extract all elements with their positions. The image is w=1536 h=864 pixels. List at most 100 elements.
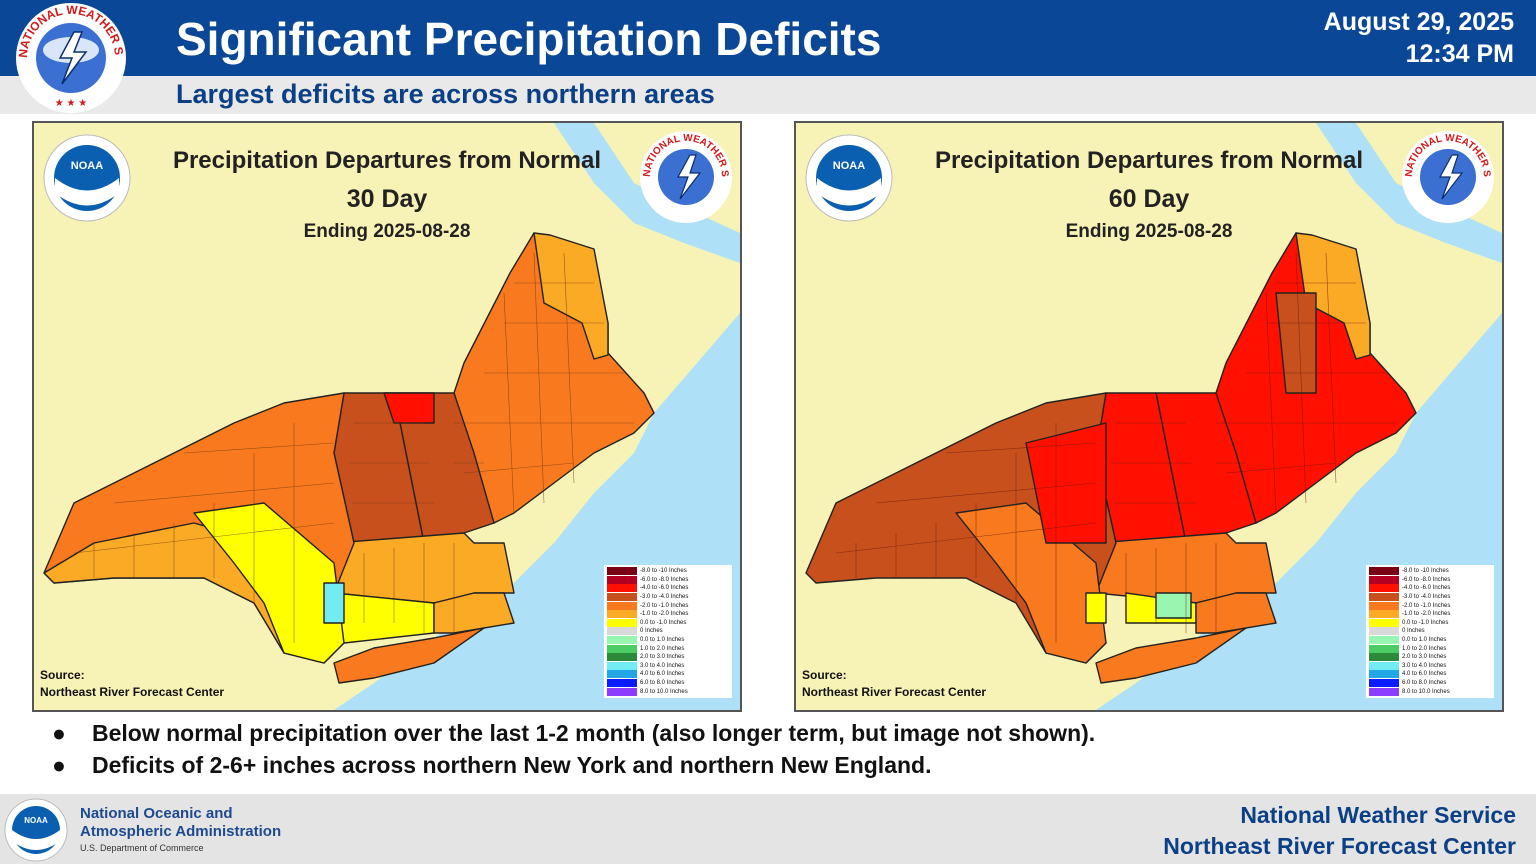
legend-label: 6.0 to 8.0 Inches	[640, 680, 685, 687]
legend-swatch	[607, 679, 637, 688]
bullet-dot-icon: ●	[52, 720, 66, 746]
map-source-name: Northeast River Forecast Center	[40, 685, 225, 699]
legend-entry: 3.0 to 4.0 Inches	[604, 661, 732, 671]
legend-label: 8.0 to 10.0 Inches	[640, 688, 688, 695]
map-period: 60 Day	[1108, 185, 1190, 213]
legend-swatch	[607, 618, 637, 627]
legend-label: -4.0 to -6.0 Inches	[1402, 585, 1451, 592]
legend-label: 1.0 to 2.0 Inches	[1402, 645, 1447, 652]
noaa-footer-logo-text: NOAA	[24, 816, 48, 825]
legend-swatch	[1369, 584, 1399, 593]
legend-entry: -6.0 to -8.0 Inches	[604, 575, 732, 585]
date-time: August 29, 2025 12:34 PM	[1324, 6, 1514, 70]
legend-label: -6.0 to -8.0 Inches	[640, 576, 689, 583]
svg-text:★ ★ ★: ★ ★ ★	[55, 98, 87, 109]
legend-swatch	[607, 610, 637, 619]
legend-entry: 4.0 to 6.0 Inches	[604, 670, 732, 679]
legend-entry: 8.0 to 10.0 Inches	[604, 687, 732, 696]
legend-swatch	[607, 575, 637, 584]
org-line-1: National Weather Service	[1240, 802, 1516, 828]
legend-swatch	[1369, 661, 1399, 670]
legend-entry: -1.0 to -2.0 Inches	[1366, 610, 1494, 619]
legend-swatch	[1369, 575, 1399, 584]
legend-swatch	[607, 627, 637, 636]
legend-label: 4.0 to 6.0 Inches	[1402, 671, 1447, 678]
legend-label: -2.0 to -1.0 Inches	[1402, 602, 1451, 609]
legend-swatch	[1369, 687, 1399, 696]
subtitle-bar	[0, 76, 1536, 114]
legend-label: 0 Inches	[1402, 628, 1425, 635]
legend-entry: -8.0 to -10 Inches	[604, 567, 732, 576]
map-title: Precipitation Departures from Normal	[934, 147, 1364, 174]
map-period: 30 Day	[346, 185, 428, 213]
legend-swatch	[1369, 593, 1399, 602]
map-ending: Ending 2025-08-28	[1065, 221, 1233, 242]
legend-label: -3.0 to -4.0 Inches	[1402, 594, 1451, 601]
legend-entry: 0.0 to 1.0 Inches	[604, 636, 732, 645]
legend-swatch	[1369, 601, 1399, 610]
legend-entry: -4.0 to -6.0 Inches	[604, 584, 732, 593]
bullet-text: Deficits of 2-6+ inches across northern …	[92, 752, 932, 778]
organization-name: National Weather Service Northeast River…	[1163, 800, 1516, 862]
legend-entry: -6.0 to -8.0 Inches	[1366, 575, 1494, 585]
legend-swatch	[1369, 627, 1399, 636]
bullet-dot-icon: ●	[52, 752, 66, 778]
map-source-label: Source:	[40, 668, 85, 682]
legend-label: -1.0 to -2.0 Inches	[640, 611, 689, 618]
legend-label: 0.0 to 1.0 Inches	[640, 637, 685, 644]
noaa-logo-text: NOAA	[71, 160, 103, 172]
legend-label: 4.0 to 6.0 Inches	[640, 671, 685, 678]
legend-label: 2.0 to 3.0 Inches	[1402, 654, 1447, 661]
legend-entry: 2.0 to 3.0 Inches	[1366, 653, 1494, 662]
map-30-day: NOAA NATIONAL WEATHER SERVICE Precipitat…	[32, 121, 742, 712]
legend-entry: -2.0 to -1.0 Inches	[604, 601, 732, 610]
nws-logo-icon: NATIONAL WEATHER SERVICE ★ ★ ★	[12, 2, 126, 113]
legend-swatch	[1369, 644, 1399, 653]
legend-label: -2.0 to -1.0 Inches	[640, 602, 689, 609]
map-source: Source: Northeast River Forecast Center	[40, 667, 224, 701]
legend-label: 0.0 to -1.0 Inches	[1402, 619, 1449, 626]
legend-entry: 0 Inches	[1366, 627, 1494, 636]
legend-entry: 8.0 to 10.0 Inches	[1366, 687, 1494, 696]
legend-entry: -8.0 to -10 Inches	[1366, 567, 1494, 576]
bullet-list: ● Below normal precipitation over the las…	[52, 717, 1095, 781]
legend-label: 6.0 to 8.0 Inches	[1402, 680, 1447, 687]
legend-entry: 2.0 to 3.0 Inches	[604, 653, 732, 662]
legend-label: 3.0 to 4.0 Inches	[640, 662, 685, 669]
legend-label: 0.0 to 1.0 Inches	[1402, 637, 1447, 644]
legend-entry: -4.0 to -6.0 Inches	[1366, 584, 1494, 593]
legend-label: 3.0 to 4.0 Inches	[1402, 662, 1447, 669]
noaa-footer-logo-icon: NOAA	[4, 798, 68, 862]
noaa-logo-icon: NOAA	[43, 134, 131, 222]
noaa-logo-icon: NOAA	[805, 134, 893, 222]
bullet-text: Below normal precipitation over the last…	[92, 720, 1096, 746]
bullet-item: ● Below normal precipitation over the las…	[52, 717, 1095, 749]
legend-entry: 6.0 to 8.0 Inches	[1366, 679, 1494, 688]
legend-swatch	[1369, 567, 1399, 576]
legend-entry: -2.0 to -1.0 Inches	[1366, 601, 1494, 610]
legend-swatch	[607, 670, 637, 679]
map-source: Source: Northeast River Forecast Center	[802, 667, 986, 701]
bullet-item: ● Deficits of 2-6+ inches across northern…	[52, 749, 1095, 781]
map-ending: Ending 2025-08-28	[303, 221, 471, 242]
agency-department: U.S. Department of Commerce	[80, 843, 204, 853]
legend-entry: 6.0 to 8.0 Inches	[604, 679, 732, 688]
legend-label: -4.0 to -6.0 Inches	[640, 585, 689, 592]
legend-swatch	[607, 601, 637, 610]
legend-swatch	[607, 584, 637, 593]
agency-name: National Oceanic and Atmospheric Adminis…	[80, 805, 281, 841]
legend-label: 1.0 to 2.0 Inches	[640, 645, 685, 652]
org-line-2: Northeast River Forecast Center	[1163, 833, 1516, 859]
page-subtitle: Largest deficits are across northern are…	[176, 79, 715, 109]
legend-swatch	[607, 636, 637, 645]
legend-swatch	[1369, 653, 1399, 662]
legend-label: 0.0 to -1.0 Inches	[640, 619, 687, 626]
nws-map-logo-icon: NATIONAL WEATHER SERVICE	[1400, 129, 1494, 223]
legend-label: -8.0 to -10 Inches	[1402, 568, 1449, 575]
legend-label: 2.0 to 3.0 Inches	[640, 654, 685, 661]
header-bar	[0, 0, 1536, 76]
map-source-label: Source:	[802, 668, 847, 682]
map-legend: -8.0 to -10 Inches -6.0 to -8.0 Inches -4.…	[1366, 565, 1494, 698]
legend-entry: 0.0 to -1.0 Inches	[1366, 618, 1494, 628]
nws-map-logo-icon: NATIONAL WEATHER SERVICE	[638, 129, 732, 223]
